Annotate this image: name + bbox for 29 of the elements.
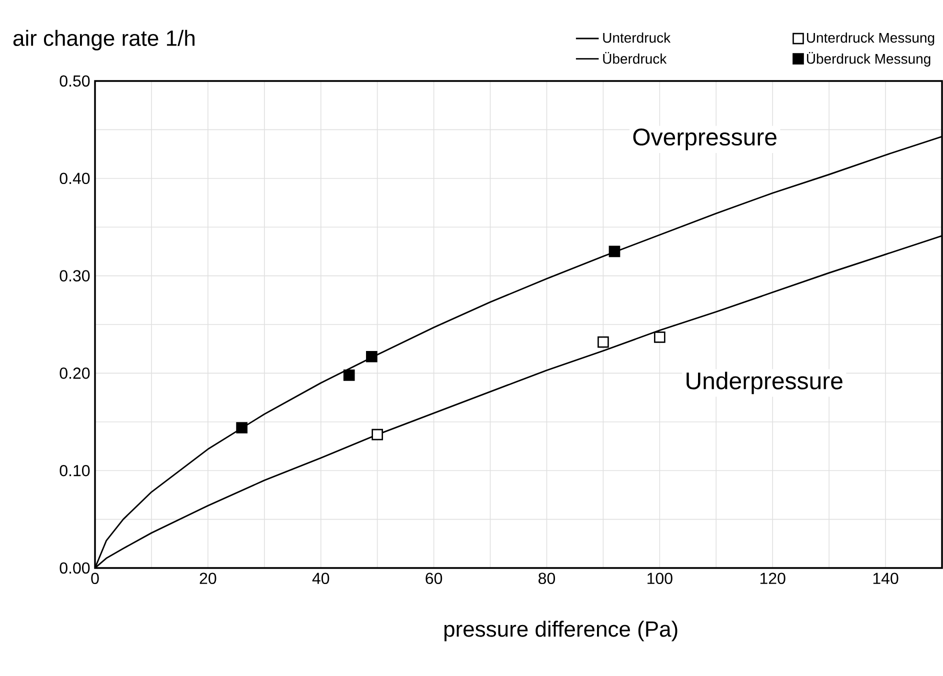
y-tick-label: 0.20 — [60, 368, 90, 379]
annotation: Overpressure — [633, 128, 776, 150]
y-tick-label: 0.10 — [60, 464, 90, 476]
y-tick-label: 0.40 — [60, 172, 90, 184]
legend-label: Überdruck Messung — [806, 52, 930, 67]
point — [366, 350, 378, 362]
point — [598, 336, 609, 348]
x-tick-label: 80 — [538, 572, 556, 584]
x-tick-label: 40 — [312, 572, 330, 584]
point — [654, 331, 666, 343]
x-tick-label: 20 — [200, 572, 216, 584]
x-tick-label: 140 — [873, 572, 898, 584]
x-tick-label: 100 — [648, 572, 672, 584]
y-axis-title: air change rate 1/h — [13, 30, 194, 50]
legend-label: Überdruck — [603, 52, 667, 64]
x-axis-title: pressure difference (Pa) — [444, 620, 678, 642]
legend-label: Unterdruck Messung — [806, 32, 934, 46]
y-tick-label: 0.50 — [60, 75, 90, 87]
point — [372, 428, 384, 440]
x-tick-label: 120 — [760, 572, 786, 584]
legend-label: Unterdruck — [603, 32, 671, 43]
y-tick-label: 0.30 — [60, 270, 90, 282]
y-tick-label: 0.00 — [60, 562, 90, 574]
x-tick-label: 60 — [426, 572, 442, 584]
annotation: Underpressure — [686, 372, 842, 394]
point — [608, 246, 620, 258]
point — [236, 422, 248, 434]
x-tick-label: 0 — [91, 572, 99, 584]
point — [343, 369, 355, 381]
